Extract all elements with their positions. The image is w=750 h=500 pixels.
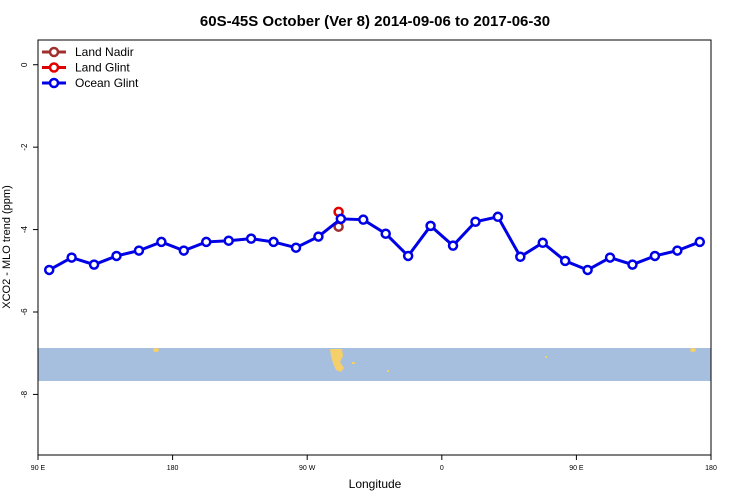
point — [582, 264, 593, 276]
legend-marker — [48, 62, 60, 73]
x-tick-label: 90 W — [299, 465, 316, 472]
point — [201, 236, 212, 248]
point — [515, 251, 526, 263]
point — [358, 214, 369, 225]
point — [156, 236, 167, 248]
legend-marker — [48, 46, 60, 58]
x-tick-label: 180 — [167, 465, 179, 472]
x-tick-label: 90 E — [31, 465, 46, 472]
series-line — [48, 215, 701, 272]
legend-label: Ocean Glint — [75, 76, 139, 90]
point — [447, 240, 459, 251]
point — [111, 250, 122, 262]
legend-label: Land Glint — [75, 61, 130, 75]
point — [627, 259, 638, 270]
point — [133, 245, 145, 256]
point — [66, 252, 77, 263]
y-tick-label: -2 — [20, 143, 29, 151]
x-tick-label: 90 E — [569, 465, 584, 472]
point — [425, 220, 436, 232]
land-shapes — [153, 348, 696, 372]
y-axis-label: XCO2 - MLO trend (ppm) — [1, 185, 13, 308]
point — [178, 245, 190, 256]
y-tick-label: -6 — [20, 308, 29, 316]
chart-title: 60S-45S October (Ver 8) 2014-09-06 to 20… — [200, 13, 550, 30]
y-tick-label: -8 — [20, 390, 29, 398]
point — [470, 216, 481, 227]
point — [559, 255, 571, 267]
point — [268, 236, 279, 248]
map-strip — [38, 348, 711, 381]
legend-label: Land Nadir — [75, 45, 134, 59]
y-tick-label: -4 — [20, 225, 29, 233]
point — [88, 259, 100, 270]
point — [672, 245, 683, 256]
x-tick-label: 180 — [705, 465, 717, 472]
point — [649, 250, 661, 262]
point — [604, 252, 616, 263]
point — [245, 233, 257, 244]
point — [380, 228, 391, 239]
point — [694, 236, 706, 248]
x-tick-label: 0 — [440, 465, 444, 472]
point — [492, 211, 504, 223]
y-tick-label: 0 — [20, 62, 29, 67]
x-axis-label: Longitude — [349, 477, 402, 491]
point — [335, 213, 347, 225]
point — [43, 264, 55, 276]
legend-marker — [48, 77, 60, 89]
plot-frame — [37, 39, 712, 456]
point — [313, 231, 324, 242]
point — [223, 235, 234, 246]
point — [290, 242, 302, 253]
point — [537, 237, 548, 249]
point — [402, 250, 414, 262]
